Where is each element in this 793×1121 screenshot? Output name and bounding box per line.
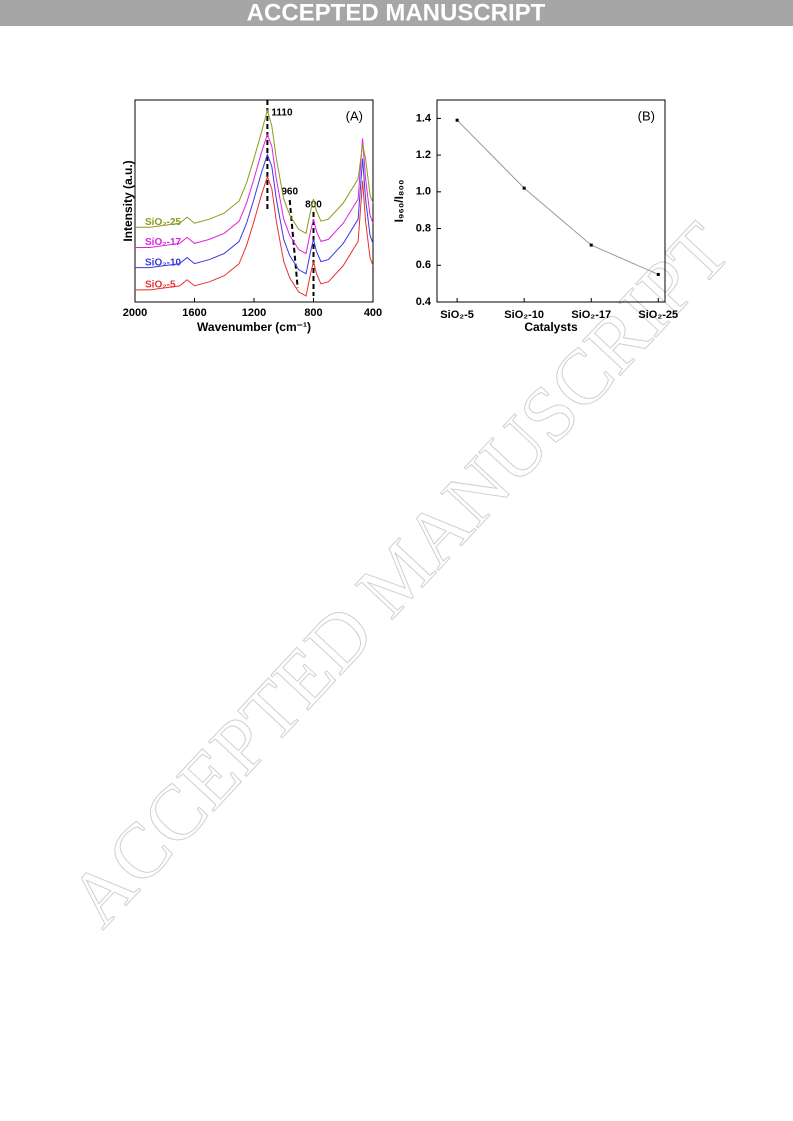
x-axis-label: Catalysts bbox=[524, 320, 578, 334]
series-line bbox=[135, 175, 374, 297]
legend-label: SiO₂-5 bbox=[145, 280, 176, 291]
series-line bbox=[456, 119, 659, 275]
x-tick-label: 2000 bbox=[123, 307, 147, 319]
legend-label: SiO₂-17 bbox=[145, 237, 182, 248]
x-tick-label: SiO₂-10 bbox=[504, 309, 544, 321]
y-tick-label: 1.0 bbox=[416, 186, 431, 198]
legend-label: SiO₂-10 bbox=[145, 257, 182, 268]
x-tick-label: SiO₂-25 bbox=[638, 309, 678, 321]
panel-label: (A) bbox=[346, 108, 363, 123]
plot-frame bbox=[134, 99, 374, 303]
peak-label: 960 bbox=[281, 187, 298, 198]
y-tick-label: 0.6 bbox=[416, 259, 431, 271]
legend-label: SiO₂-25 bbox=[145, 217, 182, 228]
y-axis-label: I₉₆₀/I₈₀₀ bbox=[392, 180, 406, 223]
x-tick-label: 1200 bbox=[242, 307, 266, 319]
plot-frame bbox=[436, 99, 666, 303]
x-tick-label: SiO₂-5 bbox=[440, 309, 474, 321]
series-line bbox=[135, 153, 374, 275]
x-tick-label: SiO₂-17 bbox=[571, 309, 611, 321]
marker bbox=[522, 186, 526, 190]
marker bbox=[455, 118, 459, 122]
peak-line bbox=[288, 199, 299, 289]
banner bbox=[0, 0, 793, 26]
y-axis-label: Intensity (a.u.) bbox=[121, 160, 135, 241]
series-line bbox=[135, 108, 374, 235]
panel-label: (B) bbox=[638, 108, 655, 123]
marker bbox=[589, 243, 593, 247]
x-tick-label: 1600 bbox=[182, 307, 206, 319]
peak-label: 1110 bbox=[271, 108, 293, 119]
banner-text: ACCEPTED MANUSCRIPT bbox=[247, 0, 546, 26]
peak-label: 800 bbox=[305, 200, 322, 211]
marker bbox=[656, 272, 660, 276]
y-tick-label: 0.8 bbox=[416, 222, 431, 234]
x-tick-label: 800 bbox=[304, 307, 322, 319]
y-tick-label: 0.4 bbox=[416, 296, 432, 308]
y-tick-label: 1.4 bbox=[416, 112, 432, 124]
x-tick-label: 400 bbox=[364, 307, 382, 319]
x-axis-label: Wavenumber (cm⁻¹) bbox=[197, 320, 311, 334]
series-line bbox=[135, 132, 374, 255]
y-tick-label: 1.2 bbox=[416, 149, 431, 161]
